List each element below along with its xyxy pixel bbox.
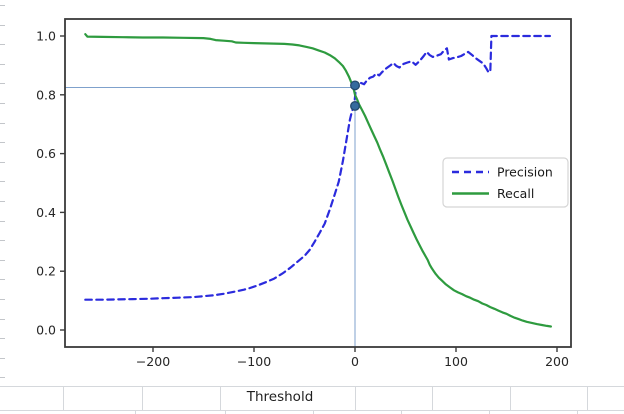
legend-label-precision: Precision xyxy=(497,165,553,180)
cell-border xyxy=(432,386,433,410)
cell-border xyxy=(142,386,143,410)
x-tick-label: 100 xyxy=(444,354,468,369)
row-gridline-stub xyxy=(0,122,5,124)
y-tick-label: 0.6 xyxy=(36,146,56,161)
row-gridline-stub xyxy=(0,201,5,202)
cell-border xyxy=(135,411,136,414)
y-tick-label: 0.0 xyxy=(36,323,56,338)
y-tick-label: 0.4 xyxy=(36,205,56,220)
recall-curve xyxy=(84,33,553,328)
threshold-marker-dot xyxy=(350,80,360,91)
cell-border xyxy=(489,411,490,414)
row-gridline-stub xyxy=(0,357,5,359)
legend-label-recall: Recall xyxy=(497,186,534,201)
row-gridline-stub xyxy=(0,44,5,46)
y-tick-label: 1.0 xyxy=(36,29,56,44)
row-gridline-stub xyxy=(0,5,5,6)
x-tick-label: −200 xyxy=(136,354,170,369)
cell-border xyxy=(313,411,314,414)
precision-curve xyxy=(84,34,552,301)
row-gridline-stub xyxy=(0,103,5,104)
cell-border xyxy=(510,386,511,410)
row-gridline-stub xyxy=(0,63,5,65)
row-gridline-stub xyxy=(0,259,5,261)
row-gridline-stub xyxy=(0,240,5,242)
row-border-bottom xyxy=(0,410,624,411)
axes-spines xyxy=(64,18,572,348)
legend-box xyxy=(442,157,569,208)
row-gridline-stub xyxy=(0,181,5,183)
row-gridline-stub xyxy=(0,279,5,281)
y-tick-label: 0.2 xyxy=(36,264,56,279)
cell-border xyxy=(587,386,588,410)
row-gridline-stub xyxy=(0,220,5,222)
row-gridline-stub xyxy=(0,377,5,379)
row-gridline-stub xyxy=(0,161,5,163)
row-gridline-stub xyxy=(0,338,5,340)
cell-border xyxy=(355,386,356,410)
cell-border xyxy=(225,411,226,414)
cell-border xyxy=(63,386,64,410)
y-tick-label: 0.8 xyxy=(36,87,56,102)
cell-border xyxy=(401,411,402,414)
x-tick-label: 0 xyxy=(351,354,359,369)
row-gridline-stub xyxy=(0,318,5,320)
row-gridline-stub xyxy=(0,142,5,144)
x-tick-label: 200 xyxy=(545,354,569,369)
cell-border xyxy=(220,386,221,410)
row-gridline-stub xyxy=(0,299,5,300)
x-axis-label: Threshold xyxy=(246,389,314,405)
threshold-marker-dot xyxy=(350,101,360,111)
x-tick-label: −100 xyxy=(237,354,271,369)
row-gridline-stub xyxy=(0,24,5,26)
row-gridline-stub xyxy=(0,83,5,85)
row-border-top xyxy=(0,386,624,387)
cell-border xyxy=(577,411,578,414)
